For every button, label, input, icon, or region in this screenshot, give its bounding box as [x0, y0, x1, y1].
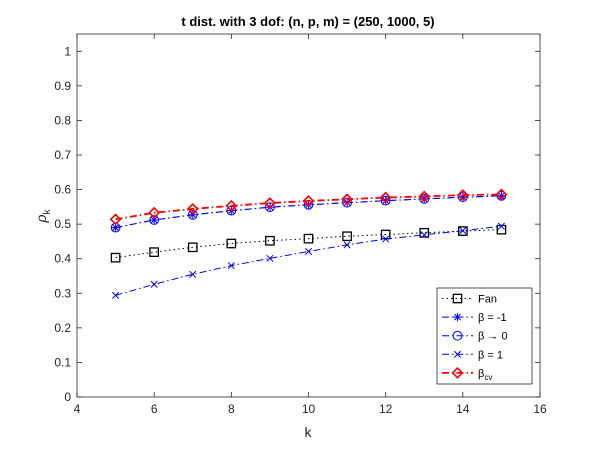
series-4-point [459, 227, 467, 235]
series-5-line [115, 193, 502, 221]
series-1-point [303, 233, 314, 244]
series-layer [109, 188, 508, 299]
series-4-point [343, 241, 351, 249]
legend-label: β = -1 [478, 312, 507, 324]
legend-label: Fan [478, 294, 497, 306]
series-3-point [380, 195, 391, 206]
y-axis-label: ρk [33, 208, 53, 223]
y-tick-label: 0.1 [54, 355, 71, 369]
y-tick-label: 0 [64, 390, 71, 404]
legend: Fan β = -1 β → 0 β = 1 βcv [436, 287, 533, 385]
series-5-point [225, 199, 238, 212]
x-tick-label: 10 [302, 402, 316, 416]
series-5-point [379, 191, 392, 204]
series-4-point [112, 291, 120, 299]
series-1-point [419, 227, 430, 238]
series-3-point [149, 215, 160, 225]
series-3-point [419, 194, 430, 204]
series-5-point [186, 202, 199, 215]
series-3-point [342, 197, 352, 208]
y-tick-label: 0.4 [54, 252, 71, 266]
series-4-point [420, 231, 428, 239]
series-5-point [148, 206, 161, 219]
y-tick-label: 0.5 [54, 217, 71, 231]
y-tick-label: 0.3 [54, 286, 71, 300]
series-5 [109, 188, 508, 226]
series-4-point [304, 247, 313, 256]
y-tick-label: 0.8 [54, 113, 71, 127]
legend-label: βcv [478, 368, 492, 382]
legend-swatch-marker [452, 330, 463, 341]
y-tick-label: 0.9 [54, 79, 71, 93]
legend-swatch-marker [453, 313, 462, 322]
legend-label: β → 0 [478, 331, 508, 343]
legend-swatch-marker [451, 366, 464, 379]
series-4-point [189, 270, 197, 278]
series-1-point [149, 247, 160, 257]
series-4-point [497, 222, 505, 230]
series-1-line [115, 229, 502, 259]
series-5-point [418, 190, 431, 203]
x-tick-label: 12 [379, 402, 393, 416]
series-1-point [342, 231, 352, 242]
series-3-point [187, 209, 198, 220]
x-axis-label: k [305, 424, 313, 440]
y-tick-label: 0.7 [54, 148, 71, 162]
x-tick-label: 8 [228, 402, 235, 416]
x-tick-label: 16 [533, 402, 547, 416]
chart-title: t dist. with 3 dof: (n, p, m) = (250, 10… [181, 14, 434, 29]
series-5-point [302, 195, 315, 207]
y-axis-label-subscript: k [42, 208, 53, 214]
y-tick-label: 1 [64, 44, 71, 58]
series-1-point [226, 238, 237, 249]
legend-label: β = 1 [478, 349, 503, 361]
svg-text:ρk: ρk [33, 208, 53, 223]
x-tick-label: 6 [151, 402, 158, 416]
y-axis-label-main: ρ [33, 214, 49, 223]
series-1-point [496, 224, 507, 235]
series-5-point [456, 189, 469, 202]
series-4-point [150, 280, 158, 288]
series-4-point [227, 262, 235, 270]
series-4 [112, 222, 505, 299]
series-5-point [495, 188, 508, 201]
x-tick-label: 4 [74, 402, 81, 416]
series-4-point [266, 254, 274, 262]
series-5-point [263, 197, 276, 209]
y-tick-label: 0.6 [54, 183, 71, 197]
series-1-point [265, 235, 275, 246]
legend-swatch-marker [452, 293, 463, 304]
series-3-point [457, 192, 468, 203]
series-5-point [341, 193, 354, 206]
series-1-point [187, 242, 198, 253]
series-1-point [110, 252, 121, 263]
y-tick-label: 0.2 [54, 321, 71, 335]
series-5-point [109, 213, 122, 226]
x-tick-label: 14 [456, 402, 470, 416]
legend-swatch-marker [453, 350, 462, 358]
axis-ticks: 4 6 8 10 12 14 16 0 0.1 0.2 0.3 0.4 0.5 0.6 0.7 0.8 0.9 1 [54, 34, 547, 416]
series-4-point [382, 235, 390, 243]
